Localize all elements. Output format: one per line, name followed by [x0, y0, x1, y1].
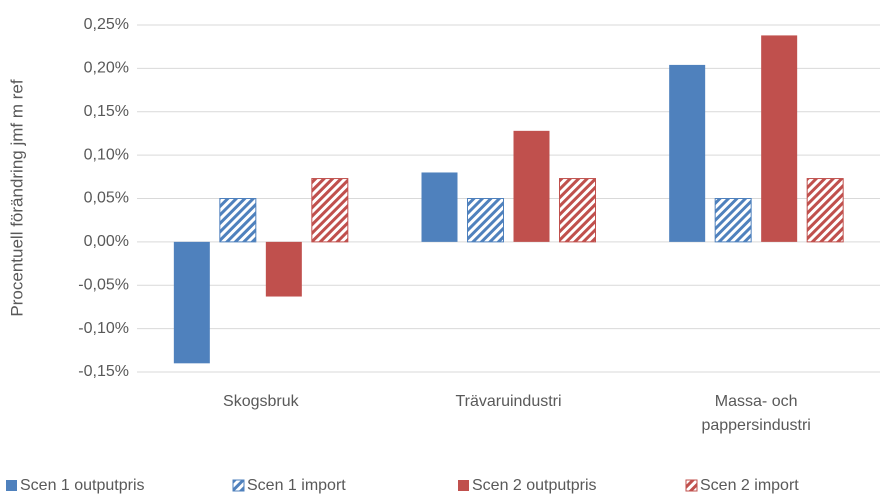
- y-tick-label: 0,05%: [84, 190, 129, 207]
- x-tick-label: Massa- och pappersindustri: [701, 393, 811, 434]
- y-tick-label: -0,15%: [78, 363, 129, 380]
- bar: [421, 172, 458, 242]
- bar: [219, 198, 257, 243]
- y-tick-label: 0,25%: [84, 16, 129, 33]
- legend-swatch: [458, 480, 469, 491]
- legend-swatch: [685, 479, 698, 492]
- y-tick-label: -0,10%: [78, 320, 129, 337]
- bar: [173, 241, 210, 364]
- legend-swatch: [6, 480, 17, 491]
- bar: [265, 241, 302, 297]
- bar: [669, 64, 706, 242]
- y-tick-label: -0,05%: [78, 276, 129, 293]
- x-tick-label: Skogsbruk: [223, 393, 299, 410]
- y-tick-label: 0,15%: [84, 103, 129, 120]
- legend-label: Scen 2 outputpris: [472, 477, 597, 494]
- legend-swatch: [232, 479, 245, 492]
- x-tick-label: Trävaruindustri: [455, 393, 562, 410]
- bar: [513, 130, 550, 242]
- bar: [714, 198, 752, 243]
- y-tick-label: 0,20%: [84, 60, 129, 77]
- bar: [761, 35, 798, 242]
- bar: [559, 178, 596, 243]
- y-axis-label: Procentuell förändring jmf m ref: [7, 79, 26, 316]
- bar: [467, 198, 504, 243]
- legend-label: Scen 2 import: [700, 477, 799, 494]
- bar: [311, 178, 349, 243]
- bar: [806, 178, 844, 243]
- y-tick-label: 0,00%: [84, 233, 129, 250]
- legend-label: Scen 1 outputpris: [20, 477, 145, 494]
- legend-label: Scen 1 import: [247, 477, 346, 494]
- y-tick-label: 0,10%: [84, 146, 129, 163]
